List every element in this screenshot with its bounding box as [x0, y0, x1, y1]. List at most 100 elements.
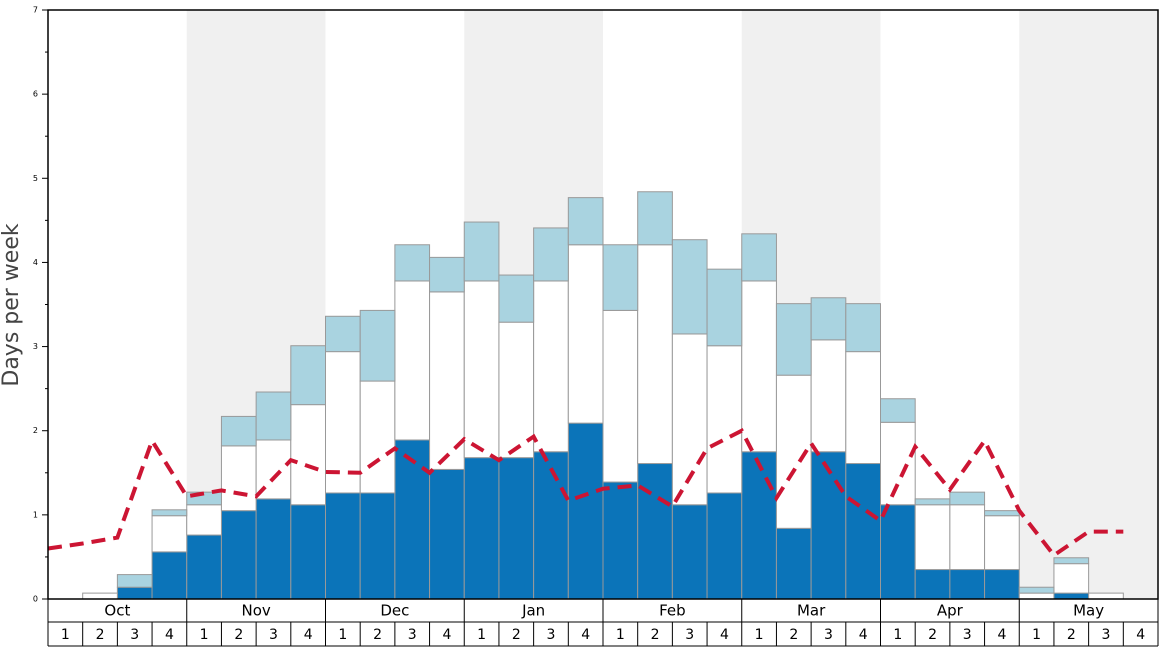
bar-segment — [914, 498, 951, 506]
bar-segment — [845, 463, 881, 600]
bar-segment — [394, 244, 431, 282]
y-axis-label: Days per week — [0, 223, 24, 386]
bar-segment — [1018, 586, 1055, 594]
bar-segment — [429, 468, 465, 600]
month-label: Mar — [797, 602, 826, 620]
bar-segment — [186, 504, 222, 536]
bar-segment — [498, 321, 535, 459]
bar-segment — [984, 515, 1020, 571]
bar-segment — [880, 504, 916, 600]
week-label: 1 — [477, 627, 486, 643]
bar-segment — [463, 221, 500, 282]
bar-segment — [741, 233, 777, 282]
month-label: May — [1073, 602, 1104, 620]
month-label: Feb — [659, 602, 686, 620]
bar-segment — [845, 351, 881, 465]
bar-segment — [602, 309, 639, 483]
bar-segment — [220, 510, 257, 600]
bar-segment — [533, 227, 569, 282]
bar-segment — [984, 510, 1020, 517]
bar-segment — [637, 191, 673, 246]
bar-segment — [880, 398, 916, 423]
y-tick-label: 7 — [33, 6, 38, 15]
bar-segment — [151, 509, 188, 517]
week-label: 4 — [997, 627, 1006, 643]
week-label: 2 — [651, 627, 660, 643]
bar-segment — [949, 569, 986, 600]
week-label: 2 — [512, 627, 521, 643]
bar-segment — [706, 268, 743, 347]
bar-segment — [567, 422, 604, 600]
y-tick-label: 4 — [33, 258, 38, 267]
bar-segment — [186, 534, 222, 600]
bar-segment — [498, 274, 535, 323]
bar-segment — [984, 569, 1020, 600]
y-tick-label: 6 — [33, 90, 38, 99]
week-label: 3 — [269, 627, 278, 643]
month-shade — [1019, 10, 1158, 599]
bar-segment — [220, 415, 257, 447]
week-label: 4 — [581, 627, 590, 643]
week-label: 4 — [859, 627, 868, 643]
week-label: 4 — [720, 627, 729, 643]
bar-segment — [1053, 592, 1090, 600]
line-series — [47, 428, 1124, 558]
bar-segment — [1018, 592, 1055, 600]
bar-segment — [498, 457, 535, 600]
bar-segment — [567, 244, 604, 424]
week-label: 2 — [234, 627, 243, 643]
bar-segment — [151, 551, 188, 600]
bar-segment — [637, 463, 673, 600]
bar-segment — [325, 492, 361, 600]
bar-segment — [359, 492, 396, 600]
bar-segment — [1053, 563, 1090, 594]
bar-segment — [82, 592, 118, 600]
bar-segment — [463, 457, 500, 600]
week-label: 1 — [61, 627, 70, 643]
y-tick-label: 2 — [33, 426, 38, 435]
bar-segment — [290, 404, 326, 506]
bar-segment — [1088, 592, 1124, 600]
bar-segment — [255, 498, 292, 600]
bar-segment — [290, 504, 326, 600]
week-label: 3 — [824, 627, 833, 643]
week-label: 2 — [373, 627, 382, 643]
bar-segment — [775, 527, 812, 600]
month-label: Nov — [241, 602, 270, 620]
bar-segment — [602, 244, 639, 311]
week-label: 4 — [165, 627, 174, 643]
y-tick-label: 1 — [33, 510, 38, 519]
week-label: 3 — [963, 627, 972, 643]
bar-segment — [949, 504, 986, 571]
week-label: 1 — [616, 627, 625, 643]
month-label: Dec — [380, 602, 409, 620]
week-label: 1 — [755, 627, 764, 643]
bar-segment — [671, 504, 708, 600]
week-label: 4 — [1136, 627, 1145, 643]
bar-segment — [810, 339, 847, 453]
bar-segment — [151, 515, 188, 553]
bar-segment — [290, 345, 326, 406]
week-label: 2 — [96, 627, 105, 643]
bar-segment — [116, 574, 153, 588]
bar-segment — [463, 280, 500, 459]
bar-segment — [602, 481, 639, 600]
bar-segment — [775, 303, 812, 376]
week-label: 1 — [1032, 627, 1041, 643]
bar-segment — [220, 445, 257, 512]
bar-segment — [706, 492, 743, 600]
bar-segment — [1053, 557, 1090, 565]
week-label: 3 — [547, 627, 556, 643]
week-label: 1 — [893, 627, 902, 643]
bar-segment — [116, 586, 153, 600]
month-label: Jan — [521, 602, 545, 620]
bar-segment — [949, 491, 986, 506]
week-label: 3 — [1102, 627, 1111, 643]
week-label: 4 — [442, 627, 451, 643]
bar-segment — [741, 280, 777, 453]
bar-segment — [741, 451, 777, 600]
bar-segment — [533, 451, 569, 600]
month-label: Apr — [937, 602, 964, 620]
bar-segment — [914, 569, 951, 600]
bar-segment — [359, 309, 396, 382]
